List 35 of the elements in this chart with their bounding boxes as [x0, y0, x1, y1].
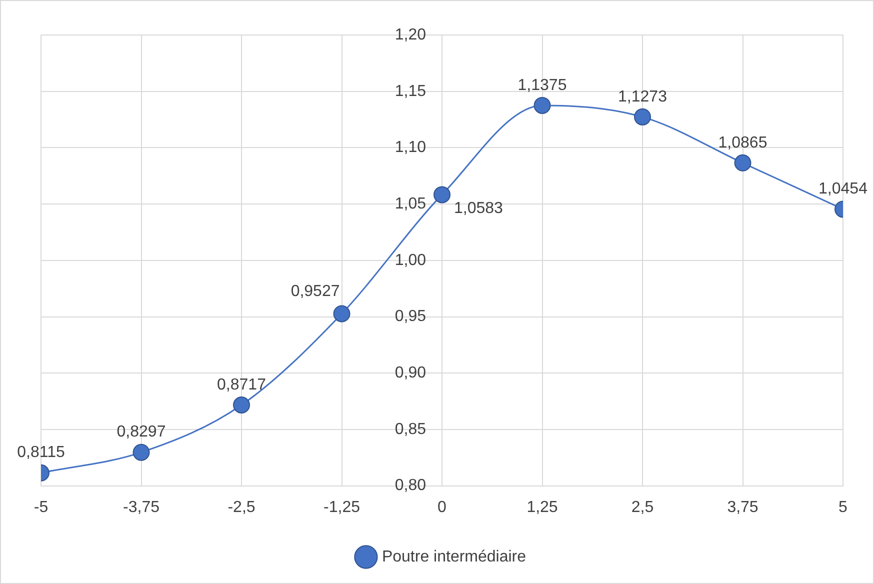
y-tick-label: 0,90: [394, 364, 426, 382]
data-label: 1,0865: [718, 134, 768, 152]
y-tick-label: 1,20: [394, 26, 426, 44]
x-tick-label: 1,25: [526, 498, 558, 516]
y-tick-label: 1,15: [394, 82, 426, 100]
data-label: 1,0583: [454, 200, 504, 218]
point: [734, 154, 752, 172]
point: [233, 396, 250, 414]
x-tick-label: -1,25: [324, 498, 360, 516]
point: [333, 305, 350, 322]
y-tick-label: 0,80: [394, 477, 426, 494]
y-tick-label: 1,10: [394, 139, 426, 156]
x-tick-label: 2,5: [631, 498, 654, 516]
data-label: 1,1375: [518, 76, 567, 94]
y-tick-label: 1,00: [394, 252, 426, 269]
data-label: 0,8717: [217, 376, 266, 394]
data-label: 0,8115: [17, 444, 65, 462]
x-tick-label: 3,75: [727, 498, 758, 516]
y-tick-label: 0,95: [394, 308, 426, 326]
y-tick-label: 1,05: [394, 195, 426, 212]
x-tick-label: -3,75: [123, 498, 160, 516]
data-label: 1,0454: [818, 180, 868, 198]
x-tick-label: 0: [438, 498, 447, 516]
x-tick-label: 5: [838, 498, 848, 516]
point: [634, 108, 651, 126]
data-label: 0,9527: [290, 283, 340, 300]
point: [434, 186, 450, 204]
x-tick-label: -5: [34, 498, 48, 516]
legend-label: Poutre intermédiaire: [382, 548, 526, 566]
point: [132, 444, 150, 461]
y-tick-label: 0,85: [394, 420, 426, 438]
point: [534, 96, 551, 114]
x-tick-label: -2,5: [228, 498, 256, 516]
data-label: 0,8297: [116, 424, 166, 441]
data-label: 1,1273: [618, 88, 668, 106]
